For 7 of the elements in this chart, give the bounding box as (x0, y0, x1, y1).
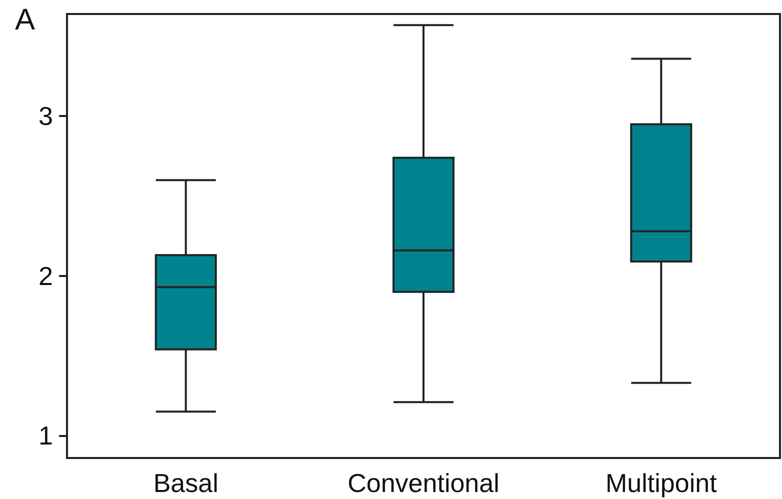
x-tick-label: Basal (153, 468, 218, 498)
x-tick-label: Multipoint (606, 468, 718, 498)
y-tick-label: 1 (38, 420, 53, 451)
x-tick-label: Conventional (348, 468, 500, 498)
y-tick-label: 3 (38, 101, 53, 132)
y-tick-label: 2 (38, 260, 53, 291)
chart-title: A (15, 4, 36, 36)
